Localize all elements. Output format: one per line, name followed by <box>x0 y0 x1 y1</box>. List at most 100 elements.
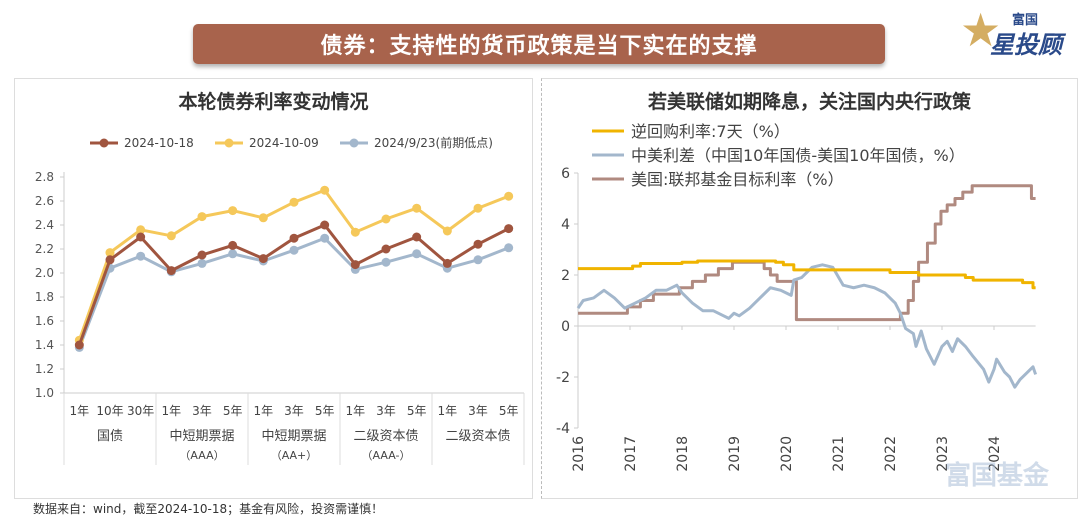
data-point <box>289 233 299 243</box>
data-point <box>473 203 483 213</box>
data-point <box>504 191 514 201</box>
legend-marker <box>349 138 359 148</box>
legend-label: 逆回购利率:7天（%） <box>631 122 790 141</box>
data-point <box>258 254 268 264</box>
footer-note: 数据来自：wind，截至2024-10-18；基金有风险，投资需谨慎！ <box>33 502 384 516</box>
data-point <box>473 255 483 265</box>
x-tick-label: 2020 <box>779 436 795 472</box>
x-tick-label: 5年 <box>315 404 335 418</box>
data-point <box>412 203 422 213</box>
group-label: 二级资本债 <box>445 429 510 444</box>
data-point <box>136 225 146 235</box>
data-point <box>197 212 207 222</box>
x-tick-label: 2016 <box>571 436 587 472</box>
data-point <box>228 240 238 250</box>
data-point <box>320 233 330 243</box>
data-point <box>289 197 299 207</box>
x-tick-label: 2019 <box>727 436 743 472</box>
data-point <box>136 232 146 242</box>
group-sublabel: （AA+） <box>271 449 318 462</box>
y-tick-label: 1.6 <box>35 314 54 328</box>
y-tick-label: 1.0 <box>35 386 54 400</box>
series-line <box>576 263 1038 389</box>
series-line <box>578 259 1036 290</box>
data-point <box>197 258 207 268</box>
x-tick-label: 5年 <box>499 404 519 418</box>
right-chart-title: 若美联储如期降息，关注国内央行政策 <box>647 91 971 113</box>
data-point <box>320 185 330 195</box>
x-tick-label: 1年 <box>438 404 458 418</box>
y-tick-label: 0 <box>561 319 570 335</box>
data-point <box>228 249 238 259</box>
x-tick-label: 3年 <box>284 404 304 418</box>
x-tick-label: 5年 <box>407 404 427 418</box>
data-point <box>258 213 268 223</box>
data-point <box>320 220 330 230</box>
group-sublabel: （AAA） <box>179 449 224 462</box>
data-point <box>136 251 146 261</box>
y-tick-label: 1.8 <box>35 290 54 304</box>
x-tick-label: 1年 <box>70 404 90 418</box>
left-chart-title: 本轮债券利率变动情况 <box>178 91 369 113</box>
legend-marker <box>99 138 109 148</box>
y-tick-label: 2.6 <box>35 194 54 208</box>
data-point <box>381 244 391 254</box>
data-point <box>197 250 207 260</box>
x-tick-label: 10年 <box>96 404 123 418</box>
data-point <box>166 231 176 241</box>
logo: ★ 富国 星投顾 <box>960 5 1070 60</box>
legend-label: 美国:联邦基金目标利率（%） <box>631 170 844 189</box>
data-point <box>473 239 483 249</box>
legend-label: 中美利差（中国10年国债-美国10年国债，%） <box>631 146 965 165</box>
x-tick-label: 3年 <box>376 404 396 418</box>
y-tick-label: 2.8 <box>35 170 54 184</box>
series-line <box>578 184 1036 322</box>
title-banner: 债券：支持性的货币政策是当下实在的支撑 <box>193 24 885 64</box>
x-tick-label: 2018 <box>675 436 691 472</box>
legend-label: 2024-10-18 <box>124 136 194 150</box>
x-tick-label: 1年 <box>346 404 366 418</box>
data-point <box>350 227 360 237</box>
group-label: 国债 <box>97 429 123 444</box>
data-point <box>74 340 84 350</box>
series-line <box>77 223 510 346</box>
y-tick-label: 2.4 <box>35 218 54 232</box>
legend-marker <box>224 138 234 148</box>
logo-top-text: 富国 <box>1012 13 1039 28</box>
group-label: 二级资本债 <box>353 429 418 444</box>
data-point <box>289 245 299 255</box>
data-point <box>504 243 514 253</box>
data-point <box>442 226 452 236</box>
group-label: 中短期票据 <box>261 429 326 444</box>
x-tick-label: 1年 <box>162 404 182 418</box>
data-point <box>412 232 422 242</box>
right-chart-panel: 若美联储如期降息，关注国内央行政策 -4 -2 0 2 4 6 2016 2017 2018 20… <box>541 78 1078 499</box>
left-chart: 1.0 1.2 1.4 1.6 1.8 2.0 2.2 2.4 2.6 2.8 1年 10年 30年 1年… <box>35 135 525 465</box>
data-point <box>442 258 452 268</box>
x-tick-label: 2024 <box>987 436 1003 472</box>
x-tick-label: 2023 <box>935 436 951 472</box>
legend-label: 2024/9/23(前期低点) <box>374 135 493 150</box>
x-tick-label: 2022 <box>883 436 899 472</box>
left-chart-panel: 本轮债券利率变动情况 1.0 1.2 1.4 1.6 1.8 2.0 2.2 2.4 2.6 2.… <box>14 78 533 499</box>
group-sublabel: （AAA-） <box>362 449 411 462</box>
y-tick-label: -4 <box>556 421 570 437</box>
group-label: 中短期票据 <box>169 429 234 444</box>
x-tick-label: 3年 <box>192 404 212 418</box>
right-chart: -4 -2 0 2 4 6 2016 2017 2018 2019 2020 2021 2022 2023… <box>556 122 1038 472</box>
legend-label: 2024-10-09 <box>249 136 319 150</box>
data-point <box>412 249 422 259</box>
y-tick-label: -2 <box>556 370 570 386</box>
data-point <box>350 260 360 270</box>
x-tick-label: 3年 <box>468 404 488 418</box>
data-point <box>504 224 514 234</box>
x-tick-label: 2021 <box>831 436 847 472</box>
x-tick-label: 30年 <box>127 404 154 418</box>
data-point <box>381 214 391 224</box>
x-tick-label: 2017 <box>623 436 639 472</box>
y-tick-label: 2.2 <box>35 242 54 256</box>
star-icon: ★ <box>960 3 1002 57</box>
y-tick-label: 4 <box>561 217 570 233</box>
x-tick-label: 5年 <box>223 404 243 418</box>
data-point <box>105 248 115 258</box>
